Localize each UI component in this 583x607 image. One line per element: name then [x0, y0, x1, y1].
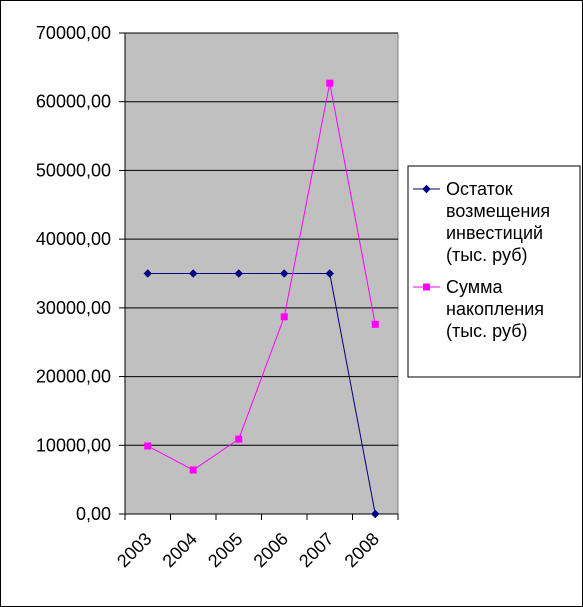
series-1-point: [189, 269, 198, 278]
series-2-point: [280, 313, 288, 321]
series-1-point: [143, 269, 152, 278]
y-tick-label: 20000,00: [36, 367, 111, 387]
series-1-point: [371, 509, 380, 519]
y-tick-label: 60000,00: [36, 92, 111, 112]
y-tick-label: 30000,00: [36, 298, 111, 318]
legend-label: Остаток: [446, 179, 513, 199]
series-2-point: [189, 466, 197, 474]
series: [143, 79, 380, 519]
series-2: [144, 79, 379, 474]
series-2-line: [147, 83, 376, 471]
legend-label: (тыс. руб): [446, 321, 528, 341]
legend-label: возмещения: [446, 201, 550, 221]
y-tick-label: 50000,00: [36, 160, 111, 180]
series-2-point: [235, 435, 243, 443]
legend-swatch-marker: [422, 184, 431, 194]
legend-label: (тыс. руб): [446, 245, 528, 265]
y-tick-label: 70000,00: [36, 23, 111, 43]
series-1-point: [280, 269, 289, 278]
y-axis-ticks: 0,00 10000,00 20000,00 30000,00 40000,00 5000…: [36, 23, 125, 524]
series-2-point: [144, 442, 152, 450]
series-2-point: [371, 320, 379, 328]
series-1-point: [325, 269, 334, 278]
y-tick-label: 10000,00: [36, 435, 111, 455]
series-1-point: [234, 269, 243, 278]
series-1-line: [147, 273, 376, 515]
legend-swatch-marker: [423, 283, 430, 291]
legend-label: инвестиций: [446, 223, 543, 243]
y-tick-label: 40000,00: [36, 229, 111, 249]
legend-box: [407, 165, 581, 378]
series-1: [143, 269, 380, 519]
y-tick-label: 0,00: [76, 504, 111, 524]
series-2-point: [326, 79, 334, 87]
legend-label: Сумма: [446, 277, 504, 297]
legend-label: накопления: [446, 299, 544, 319]
